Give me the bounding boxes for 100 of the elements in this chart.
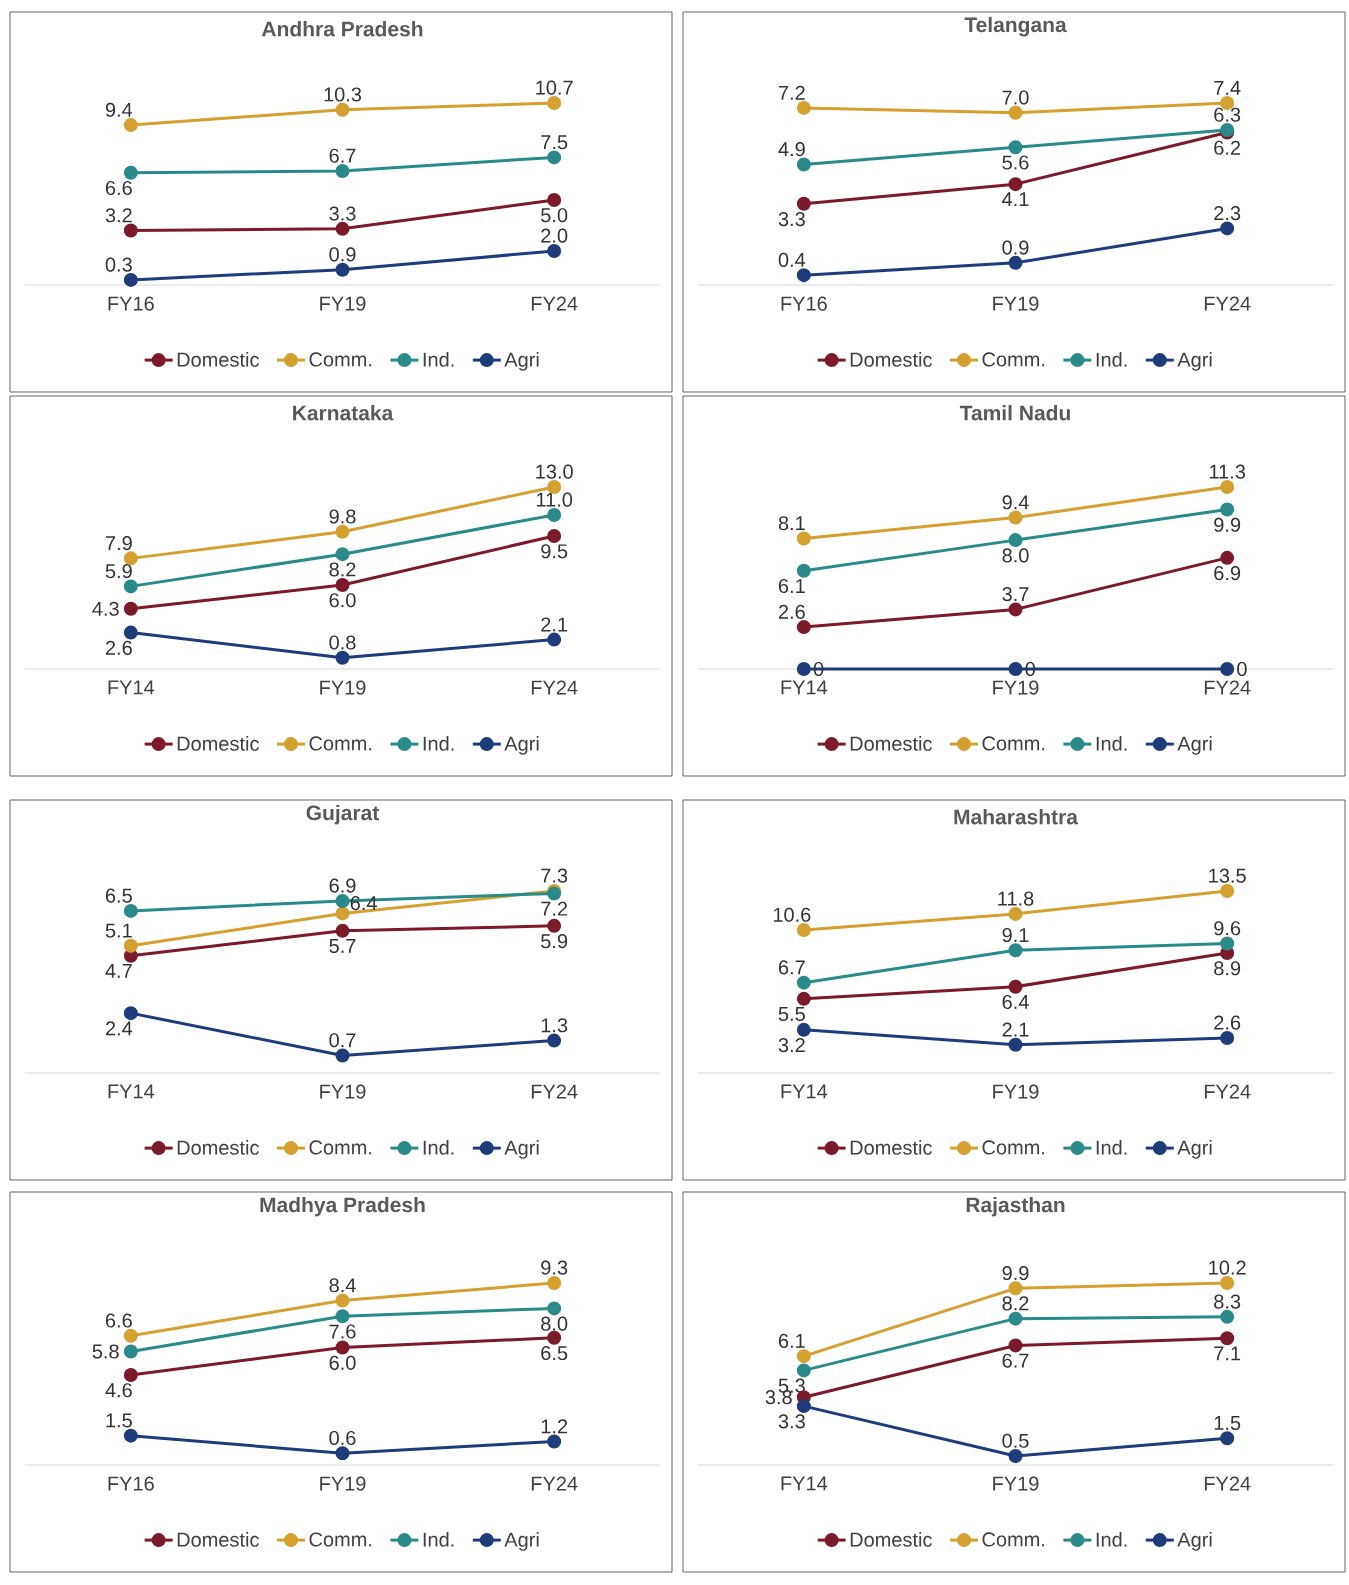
legend-label: Ind. xyxy=(1096,1140,1127,1155)
data-label: 7.6 xyxy=(329,1324,356,1339)
data-label: 0.9 xyxy=(1002,240,1029,255)
x-tick-label: FY14 xyxy=(781,680,828,695)
data-label: 6.1 xyxy=(778,1333,805,1348)
data-label: 11.8 xyxy=(998,891,1034,906)
legend-label: Ind. xyxy=(423,1140,454,1155)
data-label: 5.5 xyxy=(778,1007,805,1021)
x-tick-label: FY19 xyxy=(320,296,366,311)
data-label: 5.7 xyxy=(329,939,356,954)
legend-label: Agri xyxy=(504,352,539,371)
legend-label: Domestic xyxy=(850,736,932,751)
data-label: 8.0 xyxy=(1002,548,1029,563)
data-label: 1.2 xyxy=(541,1419,568,1434)
legend-label: Comm. xyxy=(982,1140,1045,1155)
data-label: 4.9 xyxy=(778,142,805,157)
data-label: 11.0 xyxy=(536,492,573,507)
x-tick-label: FY19 xyxy=(320,1476,366,1491)
data-label: 6.6 xyxy=(105,180,132,196)
data-label: 13.5 xyxy=(1209,868,1246,883)
data-label: 6.7 xyxy=(778,960,805,975)
data-label: 4.3 xyxy=(92,601,119,616)
data-label: 9.4 xyxy=(105,102,133,117)
data-label: 0.3 xyxy=(105,257,132,272)
legend-label: Agri xyxy=(504,736,539,755)
data-label: 6.2 xyxy=(1214,140,1241,155)
data-label: 8.2 xyxy=(1002,1296,1029,1311)
legend-label: Agri xyxy=(1177,736,1212,755)
data-label: 2.4 xyxy=(105,1021,133,1036)
data-label: 5.1 xyxy=(105,923,132,938)
legend-label: Agri xyxy=(1177,352,1212,371)
legend-label: Domestic xyxy=(177,1140,259,1155)
chart-title: Madhya Pradesh xyxy=(260,1196,425,1217)
x-tick-label: FY16 xyxy=(108,296,154,311)
data-label: 2.1 xyxy=(541,617,568,632)
chart-title: Tamil Nadu xyxy=(959,405,1070,421)
legend-label: Comm. xyxy=(982,1532,1045,1547)
legend-label: Domestic xyxy=(177,736,259,751)
data-label: 6.5 xyxy=(541,1345,568,1361)
data-label: 10.7 xyxy=(536,80,573,95)
data-label: 11.3 xyxy=(1209,464,1245,479)
data-label: 2.6 xyxy=(778,604,805,619)
legend-label: Ind. xyxy=(1096,352,1127,367)
x-tick-label: FY24 xyxy=(1204,680,1251,695)
x-tick-label: FY16 xyxy=(781,296,827,311)
data-label: 9.5 xyxy=(541,544,568,559)
data-label: 6.6 xyxy=(105,1313,132,1328)
legend-label: Comm. xyxy=(982,352,1045,367)
data-label: 9.8 xyxy=(329,509,356,524)
chart-title: Maharashtra xyxy=(954,809,1079,825)
data-label: 8.2 xyxy=(329,562,356,577)
data-label: 7.2 xyxy=(778,85,805,100)
data-label: 10.6 xyxy=(773,907,811,922)
x-tick-label: FY14 xyxy=(108,680,155,695)
data-label: 6.0 xyxy=(329,1355,356,1370)
data-label: 13.0 xyxy=(536,464,573,479)
data-label: 0.5 xyxy=(1002,1433,1029,1448)
data-label: 0.6 xyxy=(329,1430,356,1446)
legend-label: Comm. xyxy=(309,352,372,367)
x-tick-label: FY19 xyxy=(320,1084,366,1099)
data-label: 5.8 xyxy=(92,1344,119,1359)
data-label: 5.6 xyxy=(1002,155,1029,170)
data-label: 3.2 xyxy=(105,208,132,223)
chart-title: Andhra Pradesh xyxy=(261,21,423,37)
legend-label: Comm. xyxy=(309,1532,372,1547)
data-label: 6.7 xyxy=(329,148,356,163)
legend-label: Agri xyxy=(1177,1532,1212,1551)
x-tick-label: FY19 xyxy=(993,680,1039,695)
legend-label: Domestic xyxy=(850,1140,932,1155)
legend-label: Comm. xyxy=(982,736,1045,751)
data-label: 2.6 xyxy=(1214,1015,1241,1030)
legend-label: Comm. xyxy=(309,736,372,751)
legend-label: Agri xyxy=(504,1140,539,1159)
x-tick-label: FY19 xyxy=(993,1476,1039,1491)
chart-title: Rajasthan xyxy=(966,1196,1065,1217)
data-label: 8.4 xyxy=(329,1278,356,1293)
legend-label: Domestic xyxy=(177,1532,259,1547)
data-label: 10.3 xyxy=(324,87,362,102)
data-label: 6.0 xyxy=(329,593,356,608)
x-tick-label: FY24 xyxy=(531,680,578,695)
data-label: 8.0 xyxy=(541,1316,568,1331)
legend-label: Ind. xyxy=(423,1532,454,1547)
data-label: 3.3 xyxy=(778,1414,805,1429)
data-label: 5.0 xyxy=(541,208,568,223)
data-label: 5.9 xyxy=(541,934,568,949)
data-label: 10.2 xyxy=(1209,1260,1246,1275)
data-label: 8.1 xyxy=(778,516,805,531)
data-label: 7.5 xyxy=(541,135,568,150)
x-tick-label: FY24 xyxy=(1204,1476,1251,1491)
x-tick-label: FY14 xyxy=(781,1084,828,1099)
data-label: 6.5 xyxy=(105,888,132,903)
data-label: 9.9 xyxy=(1214,517,1241,532)
legend-label: Comm. xyxy=(309,1140,372,1155)
data-label: 7.1 xyxy=(1214,1346,1241,1361)
data-label: 3.3 xyxy=(329,206,356,221)
data-label: 5.9 xyxy=(105,564,132,579)
legend-label: Agri xyxy=(1177,1140,1212,1159)
data-label: 2.3 xyxy=(1214,206,1241,221)
legend-label: Domestic xyxy=(850,1532,932,1547)
data-label: 8.9 xyxy=(1214,961,1241,976)
